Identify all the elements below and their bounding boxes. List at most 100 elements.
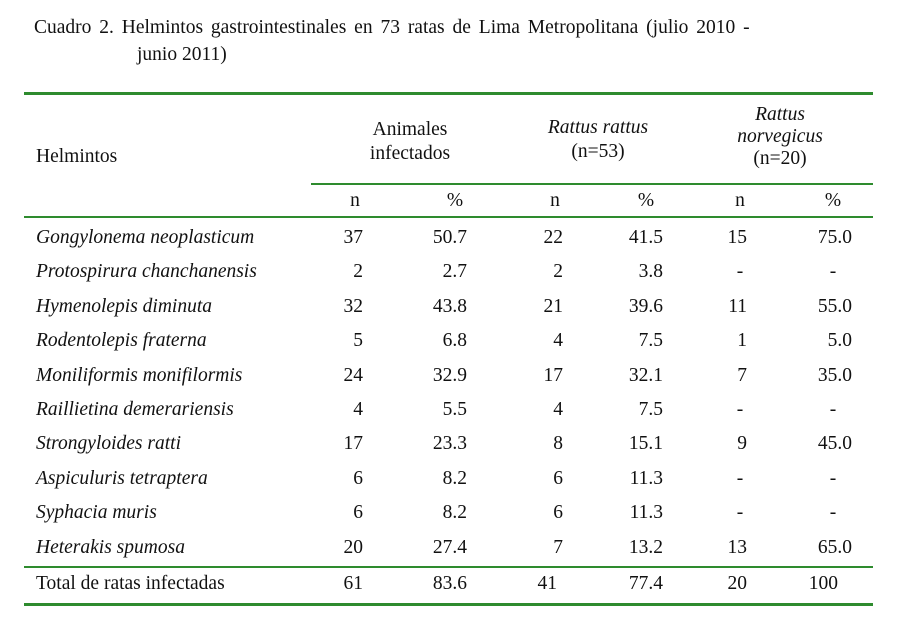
table-cell: - xyxy=(736,502,744,523)
caption-text-1: Cuadro 2. Helmintos gastrointestinales e… xyxy=(34,17,750,38)
table-cell: 35.0 xyxy=(817,365,852,386)
table-cell: 5.0 xyxy=(827,330,852,351)
table-cell: 11.3 xyxy=(629,468,663,489)
table-cell: 32.1 xyxy=(628,365,663,386)
subheader-pct: % xyxy=(637,190,655,211)
table-cell: 4 xyxy=(353,399,363,420)
total-label: Total de ratas infectadas xyxy=(36,573,225,594)
table-cell: 2 xyxy=(353,261,363,282)
table-cell: 55.0 xyxy=(817,296,852,317)
total-rule xyxy=(24,566,873,568)
table-cell: 39.6 xyxy=(628,296,663,317)
species-name: Heterakis spumosa xyxy=(36,537,185,558)
species-name: Syphacia muris xyxy=(36,502,157,523)
table-cell: 2 xyxy=(553,261,563,282)
table-cell: - xyxy=(829,261,837,282)
table-cell: 2.7 xyxy=(442,261,467,282)
table-cell: 6 xyxy=(353,468,363,489)
table-cell: 4 xyxy=(553,330,563,351)
table-cell: 7 xyxy=(737,365,747,386)
table-cell: 32.9 xyxy=(432,365,467,386)
table-cell: - xyxy=(736,261,744,282)
caption-line-1: Cuadro 2. Helmintos gastrointestinales e… xyxy=(34,14,874,41)
table-cell: 41.5 xyxy=(628,227,663,248)
table-caption: Cuadro 2. Helmintos gastrointestinales e… xyxy=(34,14,874,68)
species-name: Rodentolepis fraterna xyxy=(36,330,207,351)
table-cell: 6 xyxy=(353,502,363,523)
species-name: Protospirura chanchanensis xyxy=(36,261,257,282)
header-group-animales: Animales infectados xyxy=(330,118,490,166)
table-cell: 17 xyxy=(543,365,564,386)
species-name: Gongylonema neoplasticum xyxy=(36,227,255,248)
table-cell: 9 xyxy=(737,433,747,454)
header-animales-line2: infectados xyxy=(369,143,451,164)
table-cell: 17 xyxy=(343,433,364,454)
table-cell: 50.7 xyxy=(432,227,467,248)
subheader-n: n xyxy=(550,190,560,211)
table-cell: - xyxy=(829,468,837,489)
table-cell: 13 xyxy=(727,537,748,558)
table-cell: 3.8 xyxy=(638,261,663,282)
header-bottom-rule xyxy=(24,216,873,218)
species-name: Moniliformis monifilormis xyxy=(36,365,243,386)
header-norvegicus-line1: Rattus xyxy=(755,104,805,125)
table-cell: 5.5 xyxy=(442,399,467,420)
table-cell: 37 xyxy=(343,227,364,248)
table-cell: 6.8 xyxy=(442,330,467,351)
group-header-rule xyxy=(311,183,873,185)
table-cell: 65.0 xyxy=(817,537,852,558)
header-norvegicus-n: (n=20) xyxy=(753,148,807,169)
total-cell: 77.4 xyxy=(628,573,663,594)
table-cell: 5 xyxy=(353,330,363,351)
table-cell: 8.2 xyxy=(442,502,467,523)
table-cell: - xyxy=(736,399,744,420)
total-cell: 41 xyxy=(537,573,558,594)
table-cell: 15 xyxy=(727,227,748,248)
table-cell: 75.0 xyxy=(817,227,852,248)
table-cell: - xyxy=(736,468,744,489)
table-cell: 7.5 xyxy=(638,330,663,351)
subheader-pct: % xyxy=(824,190,842,211)
table-cell: - xyxy=(829,399,837,420)
species-name: Aspiculuris tetraptera xyxy=(36,468,208,489)
table-cell: 43.8 xyxy=(432,296,467,317)
header-norvegicus-line2: norvegicus xyxy=(737,126,823,147)
header-group-rattus-norvegicus: Rattus norvegicus (n=20) xyxy=(700,104,860,170)
species-name: Raillietina demerariensis xyxy=(36,399,234,420)
header-group-rattus-rattus: Rattus rattus (n=53) xyxy=(518,116,678,164)
header-rattus-rattus-n: (n=53) xyxy=(571,141,625,162)
caption-text-2: junio 2011) xyxy=(137,44,227,65)
table-cell: 23.3 xyxy=(432,433,467,454)
total-cell: 100 xyxy=(808,573,838,594)
top-rule xyxy=(24,92,873,95)
table-cell: 8 xyxy=(553,433,563,454)
table-cell: 1 xyxy=(737,330,747,351)
table-cell: 27.4 xyxy=(432,537,467,558)
subheader-n: n xyxy=(350,190,360,211)
total-cell: 83.6 xyxy=(432,573,467,594)
subheader-pct: % xyxy=(446,190,464,211)
table-cell: 20 xyxy=(343,537,364,558)
table-cell: 13.2 xyxy=(628,537,663,558)
species-name: Hymenolepis diminuta xyxy=(36,296,213,317)
header-helmintos: Helmintos xyxy=(36,146,118,167)
total-cell: 61 xyxy=(343,573,364,594)
table-cell: 6 xyxy=(553,502,563,523)
table-cell: 32 xyxy=(343,296,364,317)
table-cell: 45.0 xyxy=(817,433,852,454)
table-cell: 15.1 xyxy=(628,433,663,454)
header-animales-line1: Animales xyxy=(372,119,448,140)
subheader-n: n xyxy=(735,190,745,211)
table-cell: 4 xyxy=(553,399,563,420)
species-name: Strongyloides ratti xyxy=(36,433,181,454)
table-cell: 6 xyxy=(553,468,563,489)
table-cell: 8.2 xyxy=(442,468,467,489)
total-cell: 20 xyxy=(727,573,748,594)
table-cell: 11 xyxy=(728,296,747,317)
table-cell: - xyxy=(829,502,837,523)
bottom-rule xyxy=(24,603,873,606)
table-cell: 22 xyxy=(543,227,564,248)
table-cell: 7 xyxy=(553,537,563,558)
table-cell: 11.3 xyxy=(629,502,663,523)
table-cell: 24 xyxy=(343,365,364,386)
